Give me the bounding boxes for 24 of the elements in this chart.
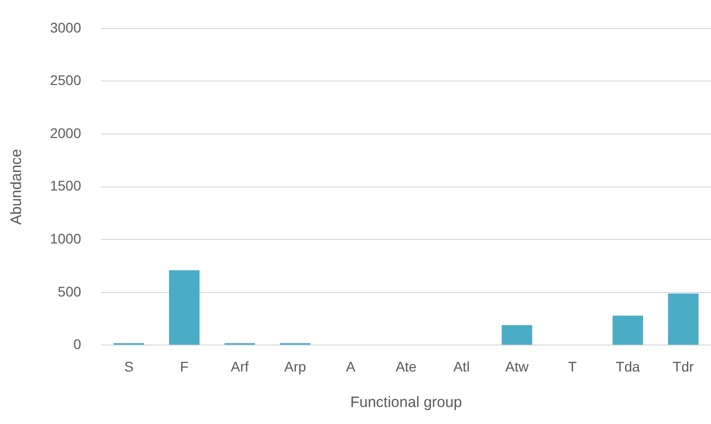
y-axis-title: Abundance: [8, 148, 26, 225]
x-tick-label: F: [180, 358, 189, 374]
y-tick-label: 1500: [50, 178, 82, 194]
x-tick-label: Ate: [396, 358, 417, 374]
bar: [169, 270, 200, 345]
x-tick-label: A: [346, 358, 356, 374]
bar: [612, 316, 644, 345]
x-tick-label: Arf: [230, 358, 249, 374]
x-tick-label: S: [124, 358, 134, 374]
y-tick-label: 0: [73, 336, 82, 352]
x-tick-label: Atw: [505, 358, 530, 374]
bar: [668, 293, 699, 345]
y-tick-label: 500: [58, 283, 82, 300]
x-tick-label: T: [568, 358, 578, 374]
bar: [502, 325, 532, 345]
x-axis-title: Functional group: [350, 394, 462, 412]
x-tick-label: Arp: [284, 358, 306, 374]
y-tick-label: 2000: [50, 124, 82, 141]
x-tick-label: Tdr: [672, 358, 694, 374]
y-tick-label: 1000: [50, 230, 82, 246]
y-tick-label: 2500: [50, 72, 82, 88]
y-tick-label: 3000: [50, 19, 82, 36]
x-tick-label: Atl: [453, 358, 470, 374]
x-tick-label: Tda: [616, 358, 640, 374]
